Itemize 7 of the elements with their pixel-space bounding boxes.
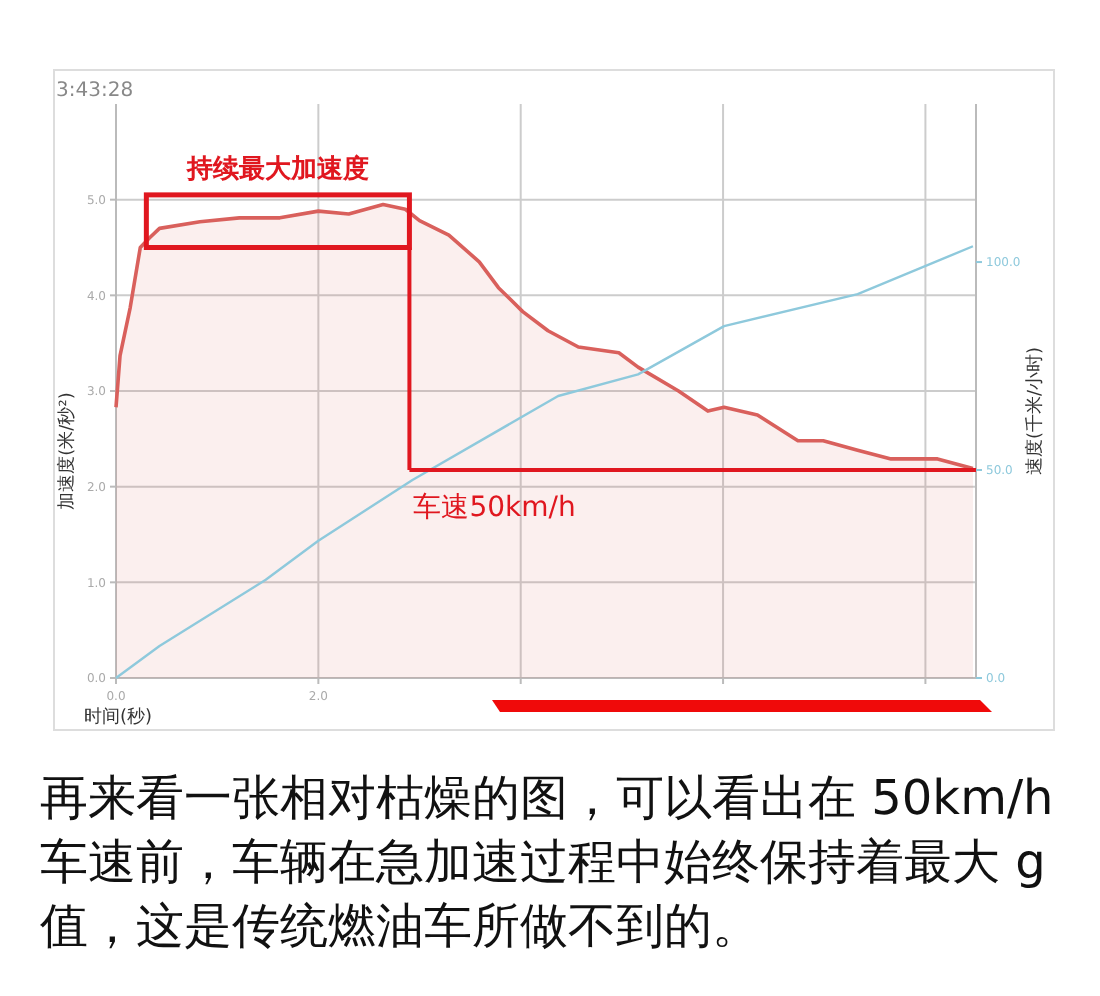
text: 3:43:28 [56,80,134,102]
y2-axis-title: 速度(千米/小时) [1024,346,1046,476]
ref-line-label: 车速50km/h [413,492,576,525]
annotation: 持续最大加速度 [184,152,369,185]
text: 再来看一张相对枯燥的图，可以看出在 50km/h 车速前，车辆在急加速过程中始终保持着最大 g 值，这是传统燃油车所做不到的。 [40,770,1054,954]
x-axis-title: 时间(秒) [84,706,153,728]
y-axis-title: 加速度(米/秒²) [56,392,78,510]
